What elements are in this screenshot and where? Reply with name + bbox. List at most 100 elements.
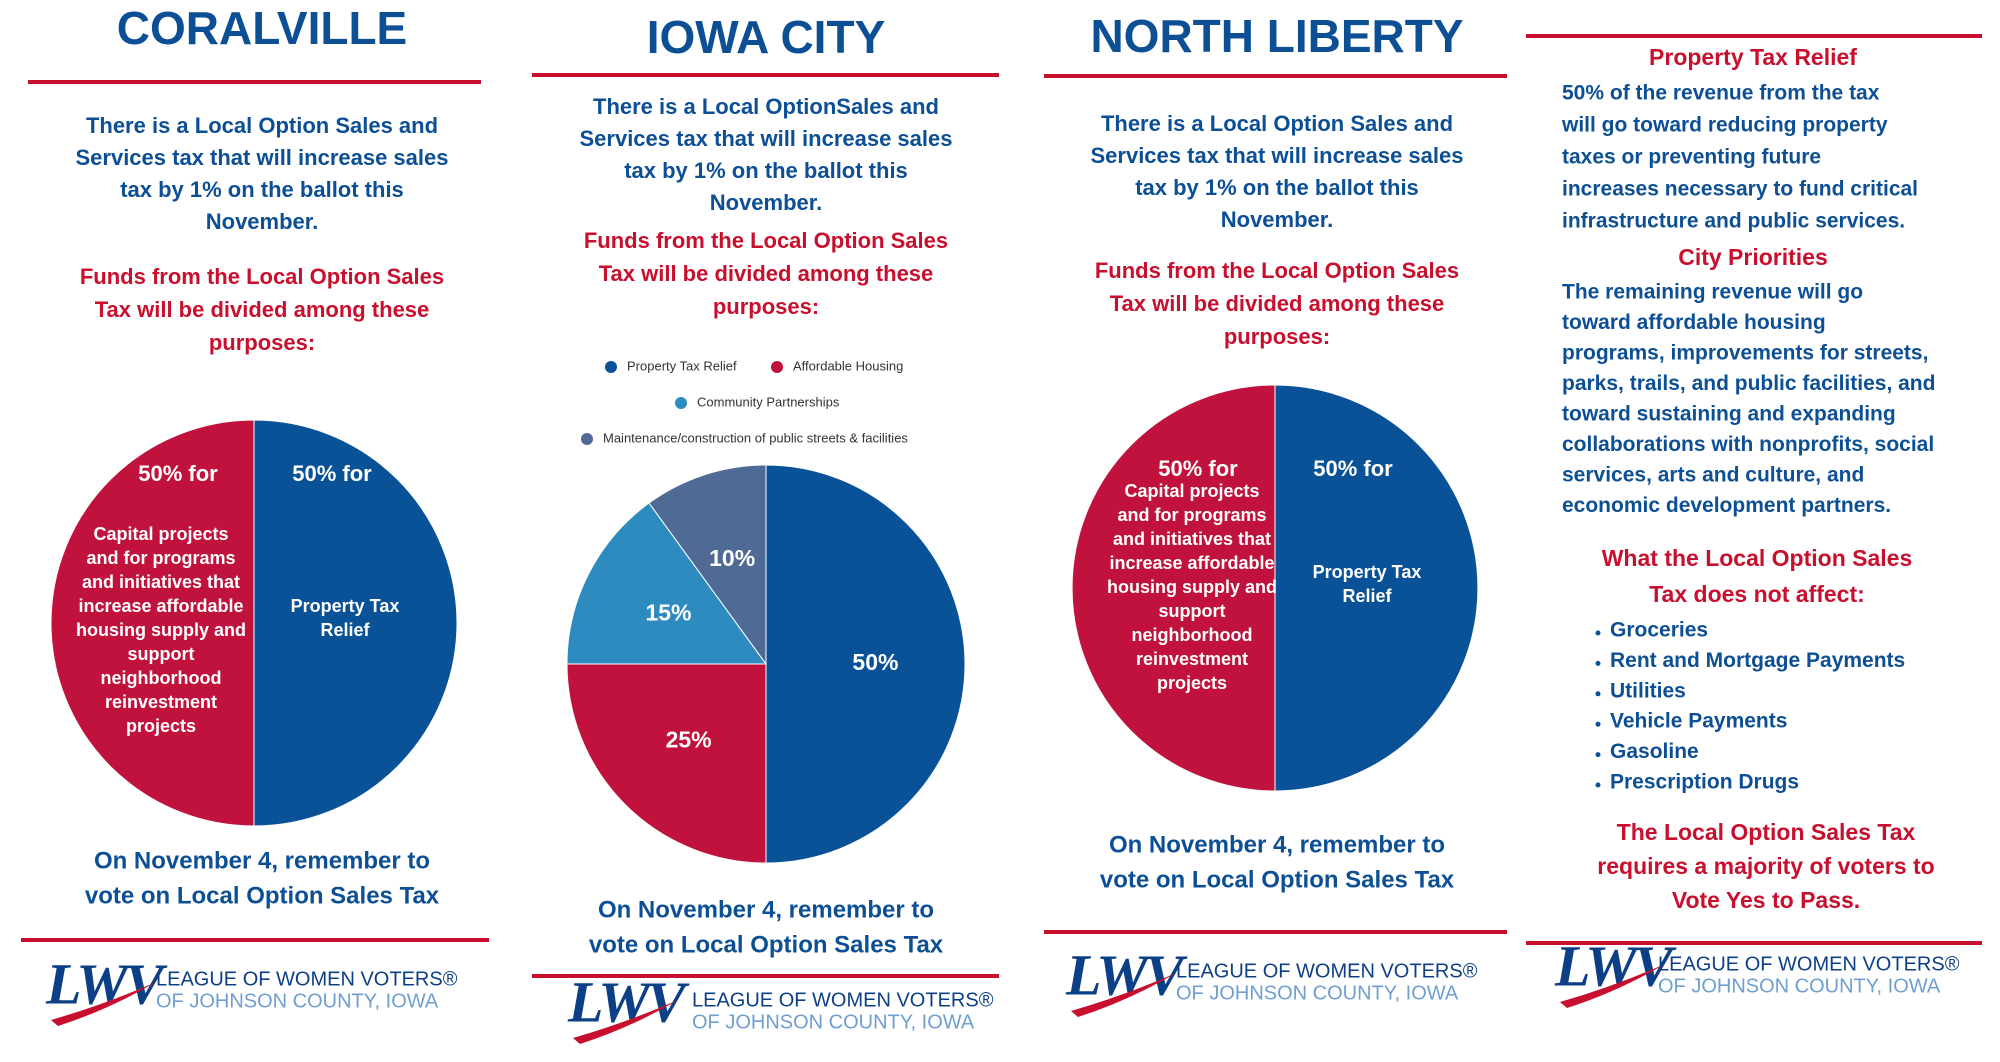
bullet	[1595, 691, 1601, 697]
bullet	[1595, 721, 1601, 727]
info-line: infrastructure and public services.	[1562, 210, 1905, 233]
legend-swatch	[675, 397, 687, 409]
intro-line: November.	[1221, 207, 1334, 232]
section-heading: Property Tax Relief	[1649, 44, 1857, 70]
pie-slice	[50, 419, 255, 827]
legend-label: Community Partnerships	[697, 394, 840, 409]
funds-line: Tax will be divided among these	[1110, 291, 1445, 316]
slice-label: 50% for	[138, 461, 218, 486]
legend-swatch	[605, 361, 617, 373]
reminder-line: On November 4, remember to	[1109, 831, 1445, 858]
intro-line: Services tax that will increase sales	[579, 126, 952, 151]
intro-line: There is a Local OptionSales and	[593, 94, 939, 119]
intro-line: There is a Local Option Sales and	[86, 113, 438, 138]
logo-subtitle: OF JOHNSON COUNTY, IOWA	[1658, 975, 1941, 997]
reminder-line: On November 4, remember to	[598, 896, 934, 923]
reminder-line: vote on Local Option Sales Tax	[589, 931, 944, 958]
logo-name: LEAGUE OF WOMEN VOTERS®	[1176, 960, 1478, 982]
exempt-item: Vehicle Payments	[1610, 710, 1787, 733]
slice-description: and initiatives that	[1113, 529, 1271, 549]
logo-swoosh	[573, 1000, 678, 1044]
slice-description: projects	[1157, 673, 1227, 693]
pie-slice	[1274, 384, 1479, 792]
legend-label: Affordable Housing	[793, 358, 903, 373]
section-heading: City Priorities	[1678, 244, 1828, 270]
legend-label: Maintenance/construction of public stree…	[603, 430, 908, 445]
slice-description: projects	[126, 716, 196, 736]
bullet	[1595, 660, 1601, 666]
info-line: programs, improvements for streets,	[1562, 342, 1928, 365]
slice-label: 15%	[645, 599, 691, 625]
intro-line: November.	[206, 209, 319, 234]
slice-label: 50% for	[292, 461, 372, 486]
slice-label: 50% for	[1313, 456, 1393, 481]
logo-name: LEAGUE OF WOMEN VOTERS®	[692, 989, 994, 1011]
legend-swatch	[771, 361, 783, 373]
legend-label: Property Tax Relief	[627, 358, 737, 373]
slice-label: 10%	[709, 545, 755, 571]
info-line: toward affordable housing	[1562, 311, 1826, 334]
closing-line: The Local Option Sales Tax	[1617, 819, 1916, 845]
funds-line: Funds from the Local Option Sales	[1095, 258, 1459, 283]
funds-line: Funds from the Local Option Sales	[584, 228, 948, 253]
section-heading: Tax does not affect:	[1649, 581, 1865, 607]
slice-description: support	[128, 644, 195, 664]
slice-description: and for programs	[1117, 505, 1266, 525]
exempt-item: Groceries	[1610, 619, 1708, 642]
slice-description: reinvestment	[105, 692, 217, 712]
info-line: The remaining revenue will go	[1562, 281, 1863, 304]
funds-line: purposes:	[1224, 324, 1330, 349]
logo-swoosh	[1071, 973, 1176, 1017]
slice-description: Capital projects	[1124, 481, 1259, 501]
logo-subtitle: OF JOHNSON COUNTY, IOWA	[692, 1011, 975, 1033]
reminder-line: vote on Local Option Sales Tax	[1100, 866, 1455, 893]
exempt-item: Utilities	[1610, 679, 1686, 702]
closing-line: Vote Yes to Pass.	[1672, 887, 1860, 913]
intro-line: Services tax that will increase sales	[75, 145, 448, 170]
slice-description: Relief	[1342, 586, 1392, 606]
panel-title: NORTH LIBERTY	[1090, 10, 1463, 62]
intro-line: tax by 1% on the ballot this	[624, 158, 908, 183]
funds-line: purposes:	[209, 330, 315, 355]
bullet	[1595, 782, 1601, 788]
slice-description: support	[1159, 601, 1226, 621]
info-line: services, arts and culture, and	[1562, 464, 1864, 487]
logo-swoosh	[1560, 964, 1665, 1008]
pie-slice	[765, 464, 966, 864]
intro-line: tax by 1% on the ballot this	[120, 177, 404, 202]
pie-slice	[1071, 384, 1276, 792]
logo-name: LEAGUE OF WOMEN VOTERS®	[156, 968, 458, 990]
funds-line: Tax will be divided among these	[95, 297, 430, 322]
reminder-line: On November 4, remember to	[94, 847, 430, 874]
slice-description: and initiatives that	[82, 572, 240, 592]
section-heading: What the Local Option Sales	[1602, 545, 1913, 571]
pie-slice	[566, 502, 767, 665]
info-line: economic development partners.	[1562, 494, 1891, 517]
closing-line: requires a majority of voters to	[1597, 853, 1934, 879]
slice-description: Capital projects	[93, 524, 228, 544]
slice-description: and for programs	[86, 548, 235, 568]
slice-description: neighborhood	[1132, 625, 1253, 645]
logo-swoosh	[51, 982, 156, 1026]
logo-name: LEAGUE OF WOMEN VOTERS®	[1658, 953, 1960, 975]
info-line: will go toward reducing property	[1561, 114, 1888, 137]
panel-title: CORALVILLE	[117, 2, 407, 54]
slice-label: 50% for	[1158, 456, 1238, 481]
slice-description: Relief	[320, 620, 370, 640]
pie-slice	[648, 464, 767, 666]
slice-description: housing supply and	[76, 620, 246, 640]
logo-subtitle: OF JOHNSON COUNTY, IOWA	[156, 990, 439, 1012]
info-line: 50% of the revenue from the tax	[1562, 82, 1880, 105]
bullet	[1595, 752, 1601, 758]
slice-description: housing supply and	[1107, 577, 1277, 597]
funds-line: Funds from the Local Option Sales	[80, 264, 444, 289]
slice-description: increase affordable	[78, 596, 243, 616]
info-line: increases necessary to fund critical	[1562, 178, 1918, 201]
slice-description: Property Tax	[1313, 562, 1422, 582]
slice-label: 25%	[666, 726, 712, 752]
reminder-line: vote on Local Option Sales Tax	[85, 882, 440, 909]
legend-swatch	[581, 433, 593, 445]
intro-line: tax by 1% on the ballot this	[1135, 175, 1419, 200]
intro-line: There is a Local Option Sales and	[1101, 111, 1453, 136]
